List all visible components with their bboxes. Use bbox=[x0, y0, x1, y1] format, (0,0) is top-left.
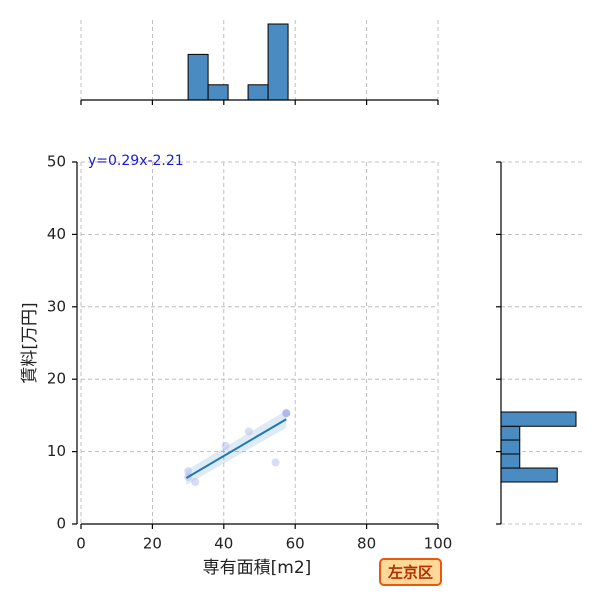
y-tick-label: 40 bbox=[47, 225, 66, 243]
x-tick-label: 80 bbox=[357, 535, 376, 553]
scatter-point bbox=[221, 441, 230, 450]
scatter-point bbox=[282, 409, 291, 418]
scatter-point bbox=[282, 409, 291, 418]
hist-bar bbox=[247, 84, 269, 101]
scatter-point bbox=[191, 478, 200, 487]
scatter-point bbox=[244, 427, 253, 436]
y-tick-label: 50 bbox=[47, 153, 66, 171]
y-axis-label: 賃料[万円] bbox=[20, 302, 40, 383]
hist-bar bbox=[500, 467, 558, 483]
label-box bbox=[379, 558, 442, 586]
hist-bar bbox=[500, 411, 577, 427]
hist-bar bbox=[187, 53, 209, 101]
hist-bar bbox=[267, 23, 289, 101]
scatter-point bbox=[184, 467, 193, 476]
scatter-point bbox=[282, 409, 291, 418]
x-tick-label: 100 bbox=[424, 535, 453, 553]
scatter-point bbox=[282, 409, 291, 418]
equation: y=0.29x-2.21 bbox=[88, 153, 184, 169]
x-axis-label: 専有面積[m2] bbox=[203, 558, 312, 578]
x-tick-label: 20 bbox=[143, 535, 162, 553]
y-tick-label: 20 bbox=[47, 370, 66, 388]
scatter-point bbox=[271, 458, 280, 467]
hist-bar bbox=[500, 425, 521, 441]
hist-bar bbox=[207, 84, 229, 101]
y-tick-label: 10 bbox=[47, 442, 66, 460]
hist-bar bbox=[500, 453, 521, 469]
y-tick-label: 0 bbox=[56, 515, 66, 533]
regression-line bbox=[185, 418, 287, 479]
x-tick-label: 40 bbox=[214, 535, 233, 553]
hist-bar bbox=[500, 439, 521, 455]
district-label: 左京区 bbox=[387, 564, 433, 582]
x-tick-label: 0 bbox=[76, 535, 86, 553]
y-tick-label: 30 bbox=[47, 297, 66, 315]
x-tick-label: 60 bbox=[286, 535, 305, 553]
